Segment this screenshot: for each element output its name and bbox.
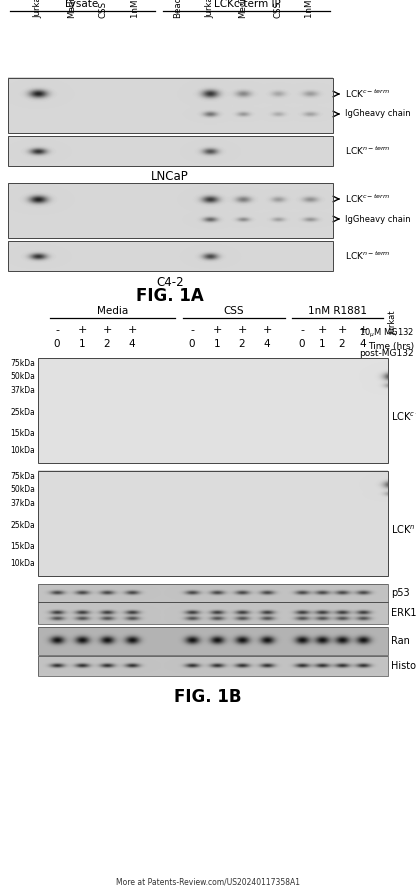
Text: 25kDa: 25kDa: [10, 521, 35, 530]
Text: 25kDa: 25kDa: [10, 408, 35, 417]
Text: 2: 2: [239, 339, 245, 349]
Text: 75kDa: 75kDa: [10, 472, 35, 480]
Text: 0: 0: [299, 339, 305, 349]
Bar: [38, 471, 388, 576]
Text: Jurkat: Jurkat: [34, 0, 42, 18]
Text: IgGheavy chain: IgGheavy chain: [345, 109, 411, 118]
Text: Media: Media: [67, 0, 77, 18]
Text: ERK1/2: ERK1/2: [391, 608, 416, 618]
Text: 10kDa: 10kDa: [10, 559, 35, 568]
Text: +: +: [337, 325, 347, 335]
Text: Media: Media: [238, 0, 248, 18]
Text: p53: p53: [391, 588, 410, 598]
Bar: [38, 656, 388, 676]
Text: Time (hrs): Time (hrs): [368, 342, 414, 351]
Text: 1nM R1881: 1nM R1881: [131, 0, 141, 18]
Text: 4: 4: [129, 339, 135, 349]
Text: LCKc-term IP: LCKc-term IP: [214, 0, 280, 9]
Bar: [8, 183, 333, 238]
Text: FIG. 1B: FIG. 1B: [174, 688, 242, 706]
Text: 1: 1: [319, 339, 325, 349]
Text: +: +: [262, 325, 272, 335]
Text: 1: 1: [214, 339, 220, 349]
Bar: [38, 584, 388, 602]
Text: CSS: CSS: [224, 306, 244, 316]
Text: C4-2: C4-2: [156, 276, 184, 289]
Text: 1nM R1881: 1nM R1881: [305, 0, 314, 18]
Bar: [38, 627, 388, 655]
Text: 0: 0: [54, 339, 60, 349]
Text: 4: 4: [360, 339, 366, 349]
Bar: [8, 241, 333, 271]
Text: More at Patents-Review.com/US20240117358A1: More at Patents-Review.com/US20240117358…: [116, 877, 300, 886]
Bar: [38, 602, 388, 624]
Text: LCK$^{n-term}$: LCK$^{n-term}$: [345, 250, 391, 262]
Text: IgGheavy chain: IgGheavy chain: [345, 215, 411, 224]
Text: 75kDa: 75kDa: [10, 359, 35, 368]
Text: LCK$^{c-term}$: LCK$^{c-term}$: [345, 88, 390, 100]
Text: 10kDa: 10kDa: [10, 446, 35, 455]
Text: LNCaP: LNCaP: [151, 170, 189, 183]
Text: +: +: [212, 325, 222, 335]
Text: Beads: Beads: [173, 0, 183, 18]
Text: Jurkat: Jurkat: [206, 0, 215, 18]
Text: CSS: CSS: [273, 1, 282, 18]
Text: 15kDa: 15kDa: [10, 542, 35, 551]
Bar: [38, 358, 388, 463]
Text: Lysate: Lysate: [65, 0, 99, 9]
Text: 2: 2: [339, 339, 345, 349]
Text: 37kDa: 37kDa: [10, 499, 35, 508]
Text: +: +: [237, 325, 247, 335]
Text: -: -: [300, 325, 304, 335]
Text: 4: 4: [264, 339, 270, 349]
Text: FIG. 1A: FIG. 1A: [136, 287, 204, 305]
Text: +: +: [77, 325, 87, 335]
Text: LCK$^{c-term}$: LCK$^{c-term}$: [345, 193, 390, 205]
Text: 15kDa: 15kDa: [10, 429, 35, 438]
Text: 1: 1: [79, 339, 85, 349]
Text: 50kDa: 50kDa: [10, 372, 35, 382]
Text: Histone H3: Histone H3: [391, 661, 416, 671]
Text: Media: Media: [97, 306, 128, 316]
Text: LCK$^{n-term}$: LCK$^{n-term}$: [391, 522, 416, 535]
Text: +: +: [127, 325, 137, 335]
Text: Jurkat: Jurkat: [389, 311, 398, 335]
Text: post-MG132: post-MG132: [359, 349, 414, 358]
Text: -: -: [55, 325, 59, 335]
Text: LCK$^{n-term}$: LCK$^{n-term}$: [345, 145, 391, 157]
Text: Ran: Ran: [391, 636, 410, 646]
Text: -: -: [190, 325, 194, 335]
Text: +: +: [102, 325, 111, 335]
Text: 50kDa: 50kDa: [10, 486, 35, 495]
Text: 2: 2: [104, 339, 110, 349]
Text: 1nM R1881: 1nM R1881: [308, 306, 367, 316]
Text: 0: 0: [189, 339, 195, 349]
Text: 10$_{\mu}$M MG132: 10$_{\mu}$M MG132: [359, 327, 414, 340]
Bar: [8, 78, 333, 133]
Text: 37kDa: 37kDa: [10, 386, 35, 395]
Text: +: +: [358, 325, 368, 335]
Text: CSS: CSS: [99, 1, 107, 18]
Text: LCK$^{c-term}$: LCK$^{c-term}$: [391, 408, 416, 423]
Text: +: +: [317, 325, 327, 335]
Bar: [8, 136, 333, 166]
